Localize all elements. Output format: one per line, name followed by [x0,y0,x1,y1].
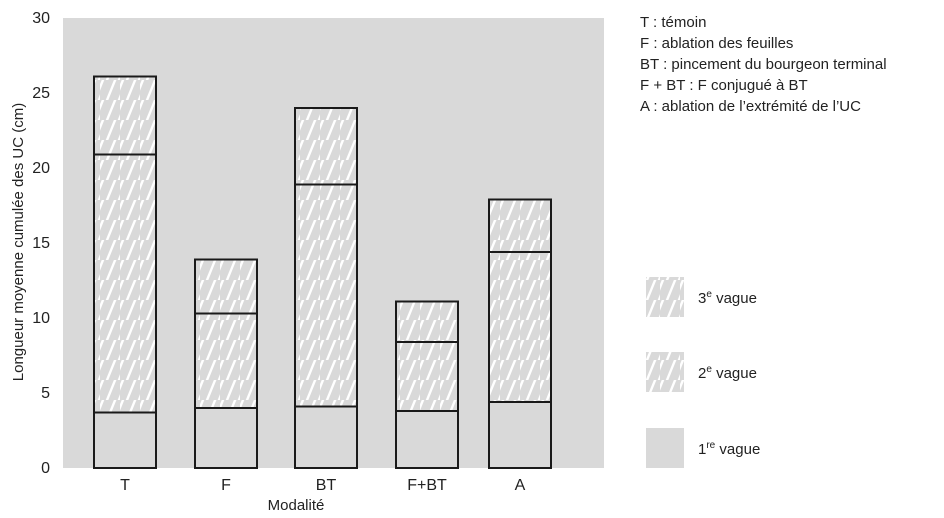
bar-group [294,107,358,469]
note-line: A : ablation de l’extrémité de l’UC [640,98,861,115]
bar-segment [194,258,258,315]
bar-segment [395,341,459,412]
y-tick-label: 30 [32,10,50,27]
x-tick-label: T [120,477,130,494]
x-tick-label: A [515,477,526,494]
note-line: T : témoin [640,14,706,31]
y-tick-label: 5 [41,385,50,402]
y-axis-label: Longueur moyenne cumulée des UC (cm) [10,103,27,381]
x-tick-label: F+BT [407,477,447,494]
bar-segment [294,107,358,186]
legend-label: 1re vague [698,440,760,458]
bar-segment [395,300,459,343]
x-axis-ticks: T F BT F+BT A [120,477,526,494]
bar-segment [93,75,157,156]
legend-swatch [646,277,684,317]
bar-segment [194,312,258,409]
bar-segment [93,153,157,414]
bar-group [395,300,459,469]
bar-segment [294,183,358,408]
y-tick-label: 15 [32,235,50,252]
legend-swatch [646,352,684,392]
bar-group [194,258,258,469]
note-line: F + BT : F conjugué à BT [640,77,808,94]
abbreviation-notes: T : témoin F : ablation des feuilles BT : … [640,14,887,115]
x-tick-label: BT [316,477,337,494]
y-tick-label: 10 [32,310,50,327]
bar-segment [93,411,157,469]
y-tick-label: 25 [32,85,50,102]
bar-group [93,75,157,469]
bar-segment [194,407,258,469]
legend: 3e vague 2e vague 1re vague [646,277,760,468]
x-tick-label: F [221,477,231,494]
bar-group [488,198,552,469]
legend-swatch [646,428,684,468]
bar-segment [395,410,459,469]
x-axis-label: Modalité [268,497,325,514]
note-line: BT : pincement du bourgeon terminal [640,56,887,73]
bar-segment [488,198,552,253]
y-axis-ticks: 0 5 10 15 20 25 30 [32,10,50,477]
bar-segment [294,405,358,469]
legend-label: 2e vague [698,364,757,382]
note-line: F : ablation des feuilles [640,35,793,52]
y-tick-label: 0 [41,460,50,477]
bar-segment [488,401,552,469]
legend-label: 3e vague [698,289,757,307]
bar-segment [488,251,552,403]
y-tick-label: 20 [32,160,50,177]
bars [93,75,552,469]
